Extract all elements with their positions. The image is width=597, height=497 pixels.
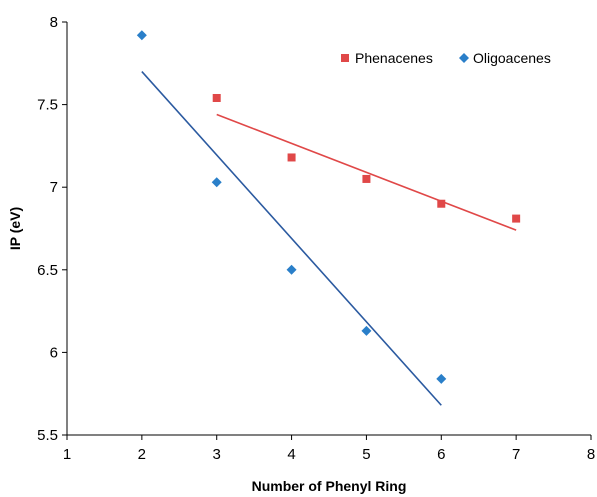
y-axis-label: IP (eV): [7, 207, 23, 250]
legend-marker-phenacenes: [341, 54, 349, 62]
x-tick-label: 7: [512, 446, 520, 463]
legend-entry-phenacenes: Phenacenes: [341, 50, 433, 66]
x-tick-label: 3: [213, 446, 221, 463]
legend-label-oligoacenes: Oligoacenes: [473, 50, 551, 66]
point-oligoacenes: [211, 177, 222, 188]
y-tick-label: 6: [50, 344, 58, 361]
point-oligoacenes: [361, 325, 372, 336]
point-phenacenes: [437, 199, 446, 208]
point-phenacenes: [362, 174, 371, 183]
point-oligoacenes: [436, 373, 447, 384]
x-axis-ticks: 1 2 3 4 5 6 7 8: [63, 435, 595, 463]
point-oligoacenes: [286, 264, 297, 275]
x-tick-label: 4: [287, 446, 295, 463]
point-phenacenes: [287, 153, 296, 162]
axes: [66, 22, 591, 436]
x-tick-label: 1: [63, 446, 71, 463]
y-tick-label: 7.5: [37, 97, 58, 114]
x-tick-label: 6: [437, 446, 445, 463]
data-points: [136, 30, 521, 384]
x-tick-label: 5: [362, 446, 370, 463]
y-axis-ticks: 5.5 6 6.5 7 7.5 8: [37, 14, 67, 444]
y-tick-label: 8: [50, 14, 58, 31]
point-phenacenes: [512, 214, 521, 223]
point-phenacenes: [212, 93, 221, 102]
trendlines: [141, 71, 517, 406]
legend-marker-oligoacenes: [459, 53, 469, 63]
point-oligoacenes: [136, 30, 147, 41]
y-tick-label: 6.5: [37, 262, 58, 279]
legend-label-phenacenes: Phenacenes: [355, 50, 433, 66]
y-tick-label: 7: [50, 179, 58, 196]
trendline-phenacenes: [216, 113, 517, 231]
y-tick-label: 5.5: [37, 427, 58, 444]
trendline-oligoacenes: [141, 71, 442, 406]
legend: Phenacenes Oligoacenes: [341, 50, 551, 66]
x-axis-label: Number of Phenyl Ring: [252, 478, 407, 494]
x-tick-label: 2: [138, 446, 146, 463]
x-tick-label: 8: [587, 446, 595, 463]
legend-entry-oligoacenes: Oligoacenes: [459, 50, 551, 66]
